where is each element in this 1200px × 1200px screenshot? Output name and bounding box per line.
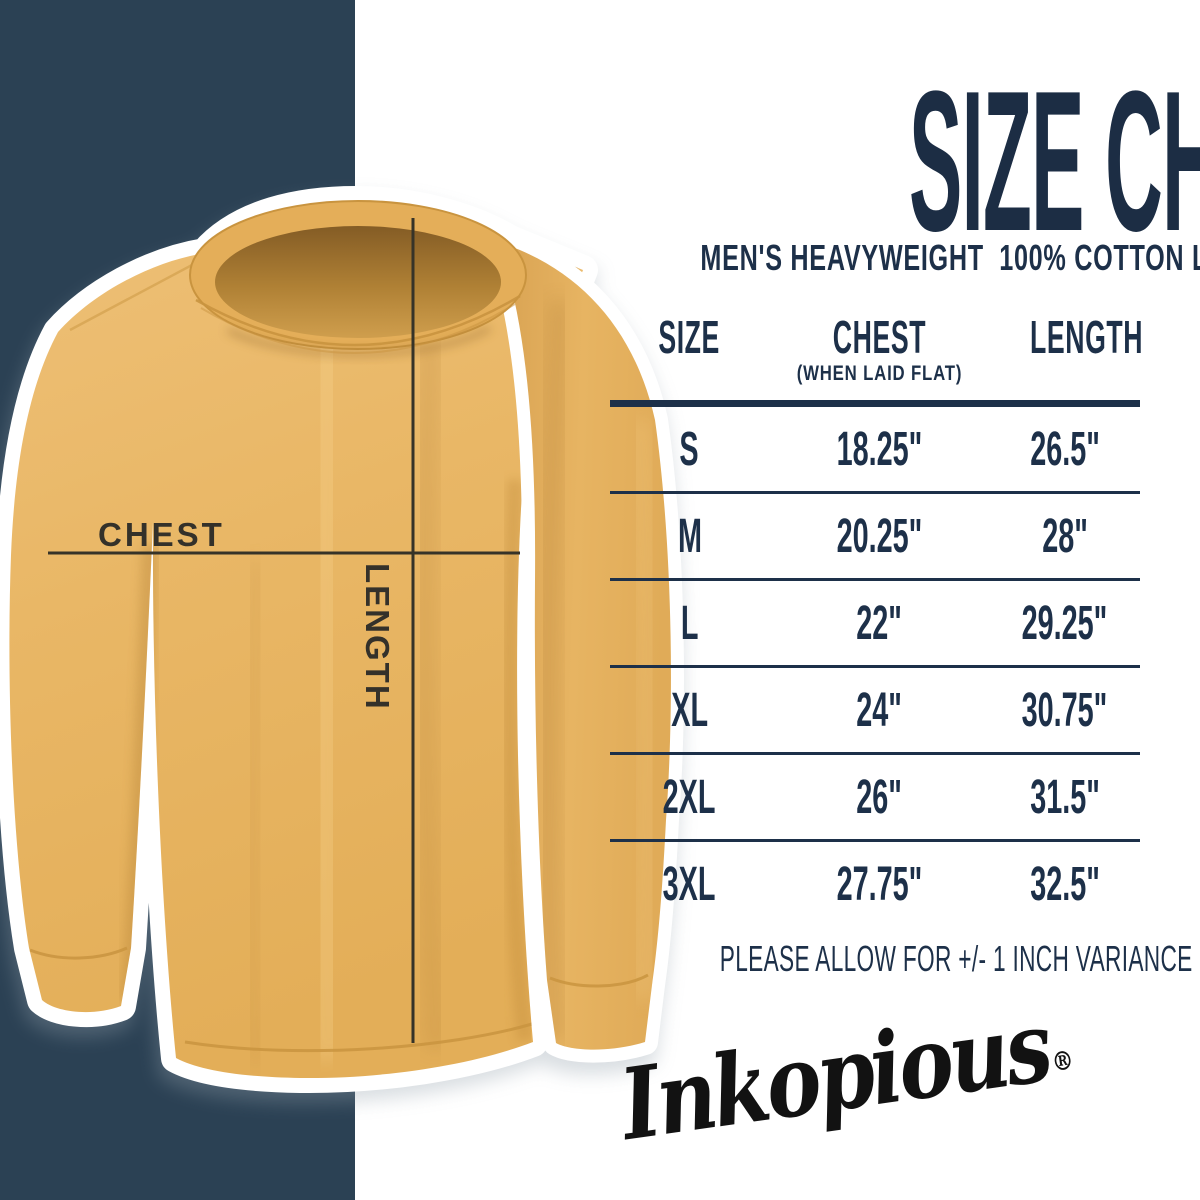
- variance-note-text: PLEASE ALLOW FOR +/- 1 INCH VARIANCE IN …: [719, 938, 1200, 979]
- cell-chest: 22": [856, 596, 903, 650]
- brand-logo: Inkopious®: [555, 989, 1140, 1163]
- column-header-length: LENGTH: [1030, 311, 1144, 363]
- size-table: SIZE CHEST LENGTH (WHEN LAID FLAT): [610, 311, 1144, 926]
- cell-length: 32.5": [1029, 857, 1100, 911]
- page-title: SIZE CHART: [555, 62, 1200, 262]
- page-subtitle-text: MEN'S HEAVYWEIGHT 100% COTTON LONG SLEEV…: [700, 237, 1200, 278]
- cell-chest: 18.25": [836, 422, 923, 476]
- cell-chest: 24": [856, 683, 903, 737]
- cell-length: 30.75": [1021, 683, 1108, 737]
- shirt-illustration: CHEST LENGTH: [0, 0, 700, 1200]
- cell-length: 26.5": [1029, 422, 1100, 476]
- info-column: SIZE CHART MEN'S HEAVYWEIGHT 100% COTTON…: [555, 0, 1200, 1200]
- table-row: 3XL 27.75" 32.5": [610, 842, 1140, 926]
- cell-size: 3XL: [663, 857, 716, 911]
- table-header-rule: [610, 400, 1140, 407]
- cell-length: 31.5": [1029, 770, 1100, 824]
- page-subtitle: MEN'S HEAVYWEIGHT 100% COTTON LONG SLEEV…: [555, 240, 1200, 276]
- measurement-overlay: CHEST LENGTH: [48, 218, 520, 1043]
- table-row: L 22" 29.25": [610, 581, 1140, 668]
- brand-logo-text: Inkopious®: [613, 988, 1076, 1163]
- cell-length: 29.25": [1021, 596, 1108, 650]
- cell-size: M: [677, 509, 702, 563]
- page-title-text: SIZE CHART: [909, 50, 1200, 273]
- table-row: S 18.25" 26.5": [610, 407, 1140, 494]
- cell-size: L: [680, 596, 699, 650]
- cell-chest: 26": [856, 770, 903, 824]
- shirt-sleeve-folds: [537, 299, 662, 1041]
- registered-mark: ®: [1049, 1045, 1076, 1078]
- cell-length: 28": [1041, 509, 1088, 563]
- table-row: XL 24" 30.75": [610, 668, 1140, 755]
- column-header-chest: CHEST: [832, 311, 926, 363]
- variance-note: PLEASE ALLOW FOR +/- 1 INCH VARIANCE IN …: [555, 941, 1200, 977]
- shirt-collar: [189, 200, 527, 357]
- shirt-length-label: LENGTH: [359, 563, 396, 711]
- size-table-header: SIZE CHEST LENGTH (WHEN LAID FLAT): [610, 311, 1144, 400]
- cell-size: S: [679, 422, 700, 476]
- table-row: M 20.25" 28": [610, 494, 1140, 581]
- cell-chest: 27.75": [836, 857, 923, 911]
- cell-size: 2XL: [663, 770, 716, 824]
- table-row: 2XL 26" 31.5": [610, 755, 1140, 842]
- cell-chest: 20.25": [836, 509, 923, 563]
- column-header-chest-sub: (WHEN LAID FLAT): [796, 362, 962, 385]
- cell-size: XL: [671, 683, 708, 737]
- column-header-size: SIZE: [658, 311, 721, 363]
- shirt-chest-label: CHEST: [98, 516, 225, 553]
